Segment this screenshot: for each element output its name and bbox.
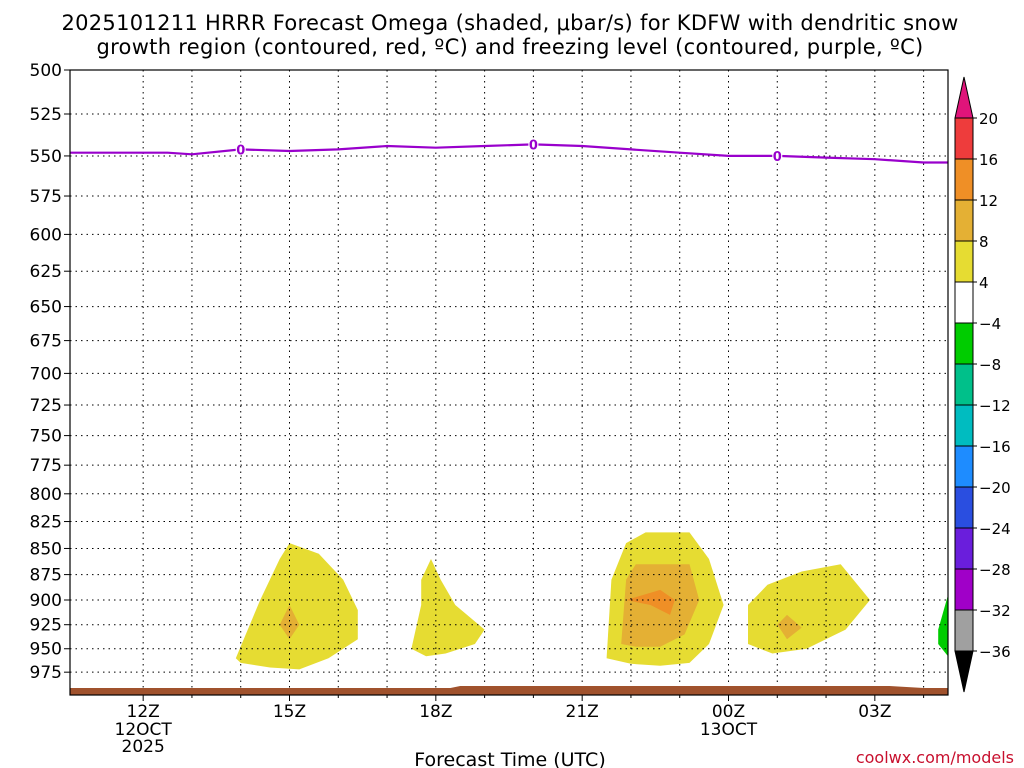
- omega-region-6: [626, 589, 675, 615]
- colorbar-tick-label-14: −36: [979, 643, 1011, 661]
- colorbar-bin-7: [954, 322, 974, 365]
- y-tick-label-825: 825: [30, 513, 62, 533]
- plot-area: 0 0 0: [70, 69, 948, 695]
- omega-region-3: [411, 559, 485, 657]
- colorbar-bin-3: [954, 158, 974, 201]
- title-line-2: growth region (contoured, red, ºC) and f…: [96, 35, 923, 59]
- freezing-label-bg-2: [528, 137, 539, 151]
- colorbar-bin-1: [954, 76, 974, 119]
- y-tick-label-625: 625: [30, 262, 62, 282]
- colorbar-tick-label-6: −4: [979, 315, 1001, 333]
- y-tick-label-525: 525: [30, 105, 62, 125]
- chart-title: 2025101211 HRRR Forecast Omega (shaded, …: [61, 11, 958, 59]
- colorbar-bin-6: [954, 281, 974, 324]
- omega-region-7: [748, 564, 870, 654]
- omega-region-9: [938, 595, 948, 657]
- credit-text: coolwx.com/models: [856, 748, 1014, 767]
- colorbar-bin-12: [954, 527, 974, 570]
- x-tick-sublabel-12Z-2: 2025: [122, 737, 165, 757]
- y-tick-label-875: 875: [30, 566, 62, 586]
- colorbar-bin-5: [954, 240, 974, 283]
- freezing-label-bg-1: [235, 142, 246, 156]
- x-tick-sublabel-12Z-1: 12OCT: [115, 720, 173, 740]
- colorbar-bin-11: [954, 486, 974, 529]
- colorbar-tick-label-9: −16: [979, 438, 1011, 456]
- colorbar-bin-8: [954, 363, 974, 406]
- colorbar-tick-label-11: −24: [979, 520, 1011, 538]
- title-line-1: 2025101211 HRRR Forecast Omega (shaded, …: [61, 11, 958, 35]
- y-tick-label-975: 975: [30, 663, 62, 683]
- x-tick-label-03Z: 03Z: [858, 702, 891, 722]
- plot-frame: [69, 69, 949, 696]
- colorbar-bin-9: [954, 404, 974, 447]
- colorbar-bin-13: [954, 568, 974, 611]
- y-tick-label-675: 675: [30, 332, 62, 352]
- colorbar-bin-10: [954, 445, 974, 488]
- colorbar-tick-label-3: 12: [979, 192, 998, 210]
- y-tick-label-900: 900: [30, 591, 62, 611]
- axes: 500 525 550 575 600 625 650 675 700 725 750 775 800 8…: [30, 61, 949, 757]
- y-tick-label-550: 550: [30, 147, 62, 167]
- x-tick-label-12Z: 12Z: [127, 702, 160, 722]
- colorbar-tick-label-8: −12: [979, 397, 1011, 415]
- x-tick-sublabel-00Z-1: 13OCT: [700, 720, 758, 740]
- y-tick-label-750: 750: [30, 427, 62, 447]
- y-tick-label-925: 925: [30, 616, 62, 636]
- colorbar-tick-label-10: −20: [979, 479, 1011, 497]
- y-tick-label-500: 500: [30, 61, 62, 81]
- y-tick-label-950: 950: [30, 640, 62, 660]
- freezing-level-label-3: 0: [773, 150, 782, 165]
- omega-region-1: [235, 543, 358, 670]
- y-tick-label-600: 600: [30, 225, 62, 245]
- omega-region-8: [777, 614, 802, 640]
- colorbar-tick-label-1: 20: [979, 110, 998, 128]
- x-tick-label-00Z: 00Z: [712, 702, 745, 722]
- y-tick-label-650: 650: [30, 298, 62, 318]
- colorbar-tick-label-2: 16: [979, 151, 998, 169]
- y-tick-label-575: 575: [30, 187, 62, 207]
- freezing-level-label-2: 0: [529, 138, 538, 153]
- y-tick-label-700: 700: [30, 364, 62, 384]
- y-tick-label-775: 775: [30, 456, 62, 476]
- colorbar-tick-label-4: 8: [979, 233, 989, 251]
- terrain-strip: [70, 686, 948, 695]
- y-tick-label-850: 850: [30, 539, 62, 559]
- colorbar-bin-15: [954, 650, 974, 693]
- y-tick-label-725: 725: [30, 396, 62, 416]
- omega-region-2: [279, 605, 300, 640]
- x-tick-label-21Z: 21Z: [566, 702, 599, 722]
- colorbar-tick-label-7: −8: [979, 356, 1001, 374]
- colorbar-bin-14: [954, 609, 974, 652]
- colorbar-tick-label-5: 4: [979, 274, 989, 292]
- colorbar-tick-label-12: −28: [979, 561, 1011, 579]
- colorbar: 20 16 12 8 4 −4 −8 −12 −16 −20 −24 −28 −32 −36: [954, 76, 1011, 693]
- x-axis-label: Forecast Time (UTC): [414, 749, 605, 768]
- x-tick-label-15Z: 15Z: [273, 702, 306, 722]
- freezing-label-bg-3: [772, 148, 783, 162]
- x-tick-label-18Z: 18Z: [419, 702, 452, 722]
- colorbar-bin-4: [954, 199, 974, 242]
- y-tick-label-800: 800: [30, 485, 62, 505]
- colorbar-bin-2: [954, 117, 974, 160]
- colorbar-tick-label-13: −32: [979, 602, 1011, 620]
- freezing-level-label-1: 0: [236, 143, 245, 158]
